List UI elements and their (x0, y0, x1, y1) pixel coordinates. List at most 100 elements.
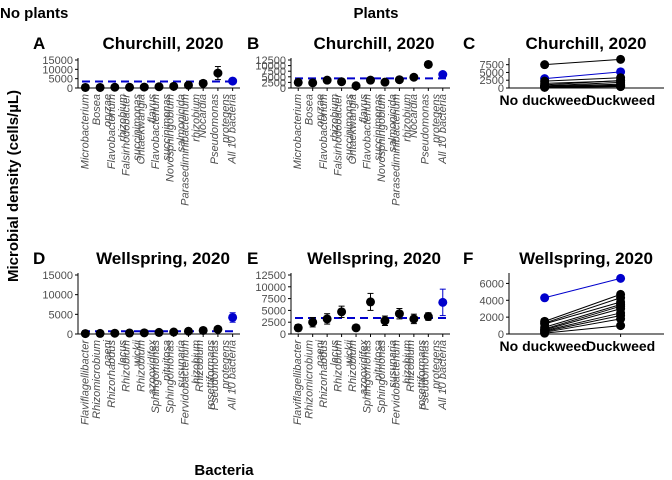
panel-label: E (247, 249, 258, 268)
x-tick-line: Flavobacterium (362, 94, 374, 169)
x-tick-line: Fervidobacterium (179, 340, 191, 425)
x-tick-line: succinimonas (161, 94, 173, 161)
y-tick-label: 10000 (255, 282, 286, 294)
data-point (616, 82, 626, 92)
data-point (139, 82, 149, 92)
y-tick-label: 5000 (480, 67, 504, 79)
x-tick-line: succinimonas (373, 94, 385, 161)
x-tick-line: rhizobium (117, 94, 129, 142)
data-point (616, 54, 626, 64)
data-point (154, 327, 164, 337)
y-tick-label: 15000 (42, 270, 73, 282)
x-tick-line: Rhizobium (405, 340, 417, 392)
x-tick-label: Sphingomonaspituitosa (150, 340, 173, 414)
series-line (544, 277, 621, 299)
x-tick-label: All 10 bacteria (437, 340, 449, 411)
x-tick-line: flavus (358, 94, 370, 123)
y-tick-label: 15000 (42, 55, 73, 67)
header-no-plants: No plants (0, 5, 68, 22)
y-tick-label: 10000 (42, 64, 73, 76)
data-point (540, 82, 550, 92)
y-tick-label: 5000 (262, 72, 286, 84)
x-tick-line: protegens (430, 94, 442, 144)
x-tick-line: rosettiformans (416, 340, 428, 410)
x-tick-line: lacus (117, 340, 129, 366)
x-tick-label: Pseudomonasprotegens (419, 340, 442, 411)
series-line (544, 71, 621, 80)
series-line (544, 83, 621, 87)
panel-title: Churchill, 2020 (103, 34, 224, 53)
data-point (308, 317, 318, 327)
x-tick-label: Rhizobiumazooxidifex (135, 340, 158, 396)
data-point (154, 82, 164, 92)
data-point (293, 323, 303, 333)
series-line (544, 314, 621, 332)
x-tick-line: susunaria (176, 340, 188, 388)
series-line (544, 304, 621, 328)
y-tick-label: 0 (498, 329, 504, 341)
panel-label: A (33, 34, 45, 53)
y-tick-label: 0 (280, 83, 286, 95)
data-point (213, 324, 223, 334)
panel-label: D (33, 249, 45, 268)
y-axis-title: Microbial density (cells/µL) (5, 90, 22, 282)
x-tick-line: Pseudomonas (209, 94, 221, 165)
panel-f: F Wellspring, 2020 0 2000 4000 6000 No duckwee… (463, 249, 664, 354)
series-line (544, 77, 621, 82)
x-tick-line: Novosphingobium (376, 94, 388, 182)
x-tick-line: Ohtaekwangia (135, 94, 147, 164)
x-tick-label: Sphingomonassusunaria (376, 340, 399, 414)
y-tick-label: 0 (498, 83, 504, 95)
x-tick-label: Flavobacteriumsuccinimonas (150, 94, 173, 170)
data-point (438, 297, 448, 307)
x-tick-label: All 10 bacteria (227, 94, 239, 165)
x-tick-label: Microbacterium (292, 94, 304, 169)
data-point (95, 328, 105, 338)
data-point (423, 59, 433, 69)
x-tick-label: Sphingomonassusunaria (165, 340, 188, 414)
data-point (337, 77, 347, 87)
x-tick-label: Rhizomicrobiumcaeni (91, 339, 114, 418)
x-tick-line: wickii (132, 339, 144, 366)
series-line (544, 297, 621, 324)
x-tick-line: Flavobacterium (106, 94, 118, 169)
x-tick-label: Nocardia (408, 94, 420, 138)
x-tick-label: Rhizobiumazooxidifex (347, 340, 370, 396)
x-tick-line: Pseudomonas (209, 340, 221, 411)
x-tick-line: rosettiformans (205, 340, 217, 410)
x-tick-line: Rhizorhabdus (106, 340, 118, 408)
x-tick-line: oryzae (315, 94, 327, 127)
data-point (394, 75, 404, 85)
y-tick-label: 0 (280, 329, 286, 341)
x-tick-label: Falsirhodobactersuccinimonas (333, 93, 356, 176)
x-tick-line: protegens (220, 94, 232, 144)
series-line (544, 308, 621, 331)
x-tick-label: All 10 bacteria (227, 340, 239, 411)
data-point (213, 68, 223, 78)
x-tick-label: Rhizobiumwickii (333, 339, 356, 392)
data-point (351, 323, 361, 333)
data-point (110, 328, 120, 338)
x-tick-line: Rhizobium (347, 340, 359, 392)
x-tick-line: azooxidifex (358, 340, 370, 396)
series-line (544, 86, 621, 88)
y-tick-label: 6000 (480, 278, 504, 290)
y-tick-label: 7500 (480, 60, 504, 72)
data-point (409, 314, 419, 324)
series-line (544, 305, 621, 330)
x-tick-label: Flaviflagellibacter (79, 339, 91, 425)
x-tick-label: Flavobacteriumrhizobium (106, 94, 129, 169)
y-tick-label: 12500 (255, 270, 286, 282)
x-tick-label: Rhizorhabduslacus (318, 340, 341, 408)
x-tick-line: pituitosa (373, 340, 385, 382)
data-point (366, 75, 375, 85)
x-tick-line: caeni (315, 339, 327, 366)
x-tick-line: Sphingomonas (165, 340, 177, 414)
x-tick-line: azooxidifex (146, 340, 158, 396)
data-point (110, 82, 120, 92)
data-point (80, 329, 90, 339)
x-tick-label: Rhizobiumwickii (121, 339, 144, 392)
x-tick-line: Rhizorhabdus (318, 340, 330, 408)
